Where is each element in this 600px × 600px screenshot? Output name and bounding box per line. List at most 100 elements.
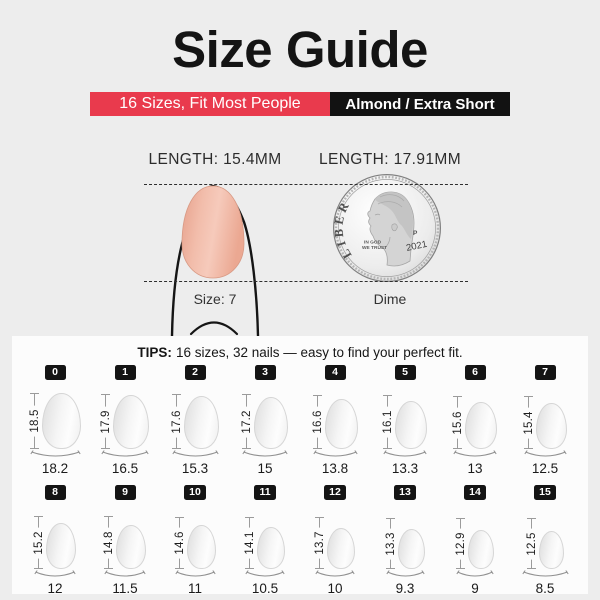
- nail-shape: [327, 528, 355, 570]
- length-ruler: 17.9: [100, 394, 112, 450]
- nail-zone: 14.1: [244, 503, 285, 570]
- size-cell: 1 17.9 16.5: [90, 365, 160, 476]
- nail-shape: [186, 525, 216, 570]
- nail-caption: Size: 7: [193, 291, 237, 307]
- size-cell: 15 12.5 8.5: [510, 485, 580, 596]
- tips-text: TIPS: 16 sizes, 32 nails — easy to find y…: [137, 345, 463, 360]
- size-cell: 10 14.6 11: [160, 485, 230, 596]
- width-arc: [312, 450, 358, 457]
- length-ruler: 14.6: [173, 517, 186, 570]
- size-cell: 6 15.6 13: [440, 365, 510, 476]
- size-badge: 15: [534, 485, 556, 501]
- size-badge: 5: [394, 365, 416, 381]
- length-ruler: 16.6: [311, 395, 324, 450]
- nail-zone: 15.2: [33, 503, 76, 570]
- size-grid-row-2: 8 15.2 12 9 14.8 11.5 10 14.6: [12, 485, 588, 596]
- nail-shape: [183, 396, 219, 450]
- banner-sizes: 16 Sizes, Fit Most People: [90, 92, 330, 116]
- size-badge: 10: [184, 485, 206, 501]
- width-mm-label: 16.5: [111, 461, 139, 477]
- width-arc: [453, 450, 497, 457]
- nail-zone: 18.5: [28, 383, 81, 450]
- banner-row: 16 Sizes, Fit Most People Almond / Extra…: [90, 92, 510, 116]
- width-mm-label: 13.3: [391, 461, 419, 477]
- size-badge: 12: [324, 485, 346, 501]
- size-cell: 5 16.1 13.3: [370, 365, 440, 476]
- length-mm-label: 16.1: [382, 406, 394, 438]
- width-mm-label: 8.5: [535, 581, 555, 597]
- size-badge: 0: [44, 365, 66, 381]
- size-cell: 8 15.2 12: [20, 485, 90, 596]
- dime-coin: LIBERTY IN GOD WE TRUST P 2021: [332, 173, 442, 283]
- size-cell: 12 13.7 10: [300, 485, 370, 596]
- size-badge: 4: [324, 365, 346, 381]
- length-ruler: 12.5: [525, 518, 538, 570]
- size-badge: 14: [464, 485, 486, 501]
- length-ruler: 15.6: [452, 396, 464, 450]
- nail-zone: 15.6: [452, 383, 497, 450]
- width-arc: [34, 570, 76, 577]
- tips-label: TIPS:: [137, 345, 172, 360]
- size-cell: 13 13.3 9.3: [370, 485, 440, 596]
- length-mm-label: 16.6: [311, 406, 324, 438]
- width-mm-label: 10.5: [251, 581, 279, 597]
- length-mm-label: 17.6: [170, 406, 183, 438]
- length-ruler: 13.3: [384, 518, 397, 570]
- length-ruler: 15.4: [522, 396, 535, 450]
- roosevelt-profile: [367, 191, 415, 267]
- size-cell: 14 12.9 9: [440, 485, 510, 596]
- length-mm-label: 17.2: [241, 406, 253, 438]
- nail-shape: [465, 402, 497, 450]
- nail-shape: [535, 403, 567, 450]
- banner-shape: Almond / Extra Short: [330, 92, 510, 116]
- length-mm-label: 15.2: [33, 527, 45, 559]
- nail-zone: 14.6: [173, 503, 216, 570]
- width-mm-label: 18.2: [41, 461, 69, 477]
- width-arc: [101, 450, 149, 457]
- coin-reeded-edge: [334, 175, 440, 281]
- width-mm-label: 12.5: [531, 461, 559, 477]
- width-arc: [383, 450, 427, 457]
- width-arc: [315, 570, 355, 577]
- nail-zone: 13.7: [314, 503, 355, 570]
- width-mm-label: 13: [467, 461, 483, 477]
- width-mm-label: 13.8: [321, 461, 349, 477]
- nail-shape: [113, 395, 149, 450]
- width-arc: [174, 570, 216, 577]
- width-arc: [104, 570, 146, 577]
- size-cell: 3 17.2 15: [230, 365, 300, 476]
- length-mm-label: 13.3: [384, 528, 397, 560]
- width-arc: [521, 570, 569, 577]
- nail-shape: [395, 401, 427, 450]
- size-grid-row-1: 0 18.5 18.2 1 17.9 16.5 2 17.6: [12, 365, 588, 476]
- size-badge: 11: [254, 485, 276, 501]
- size-cell: 11 14.1 10.5: [230, 485, 300, 596]
- coin-mint-mark: P: [413, 230, 418, 237]
- width-mm-label: 10: [327, 581, 343, 597]
- length-ruler: 17.6: [170, 394, 183, 450]
- size-badge: 6: [464, 365, 486, 381]
- size-badge: 3: [254, 365, 276, 381]
- width-arc: [171, 450, 219, 457]
- coin-year: 2021: [405, 239, 428, 254]
- length-mm-label: 15.4: [522, 407, 535, 439]
- length-mm-label: 18.5: [28, 405, 41, 437]
- page-title: Size Guide: [172, 21, 428, 78]
- sample-nail: [181, 185, 245, 279]
- width-mm-label: 15: [257, 461, 273, 477]
- width-arc: [245, 570, 285, 577]
- nail-shape: [468, 530, 494, 570]
- nail-zone: 14.8: [103, 503, 146, 570]
- coin-inner-rim: [338, 179, 436, 277]
- size-cell: 7 15.4 12.5: [510, 365, 580, 476]
- size-cell: 4 16.6 13.8: [300, 365, 370, 476]
- finger-nail-illustration: [170, 184, 260, 336]
- nail-zone: 17.6: [170, 383, 219, 450]
- nail-zone: 17.9: [100, 383, 149, 450]
- length-ruler: 15.2: [33, 516, 45, 570]
- dashed-line-top: [144, 184, 468, 185]
- nail-length-label: LENGTH: 15.4MM: [148, 151, 282, 168]
- length-mm-label: 14.8: [103, 527, 115, 559]
- size-cell: 2 17.6 15.3: [160, 365, 230, 476]
